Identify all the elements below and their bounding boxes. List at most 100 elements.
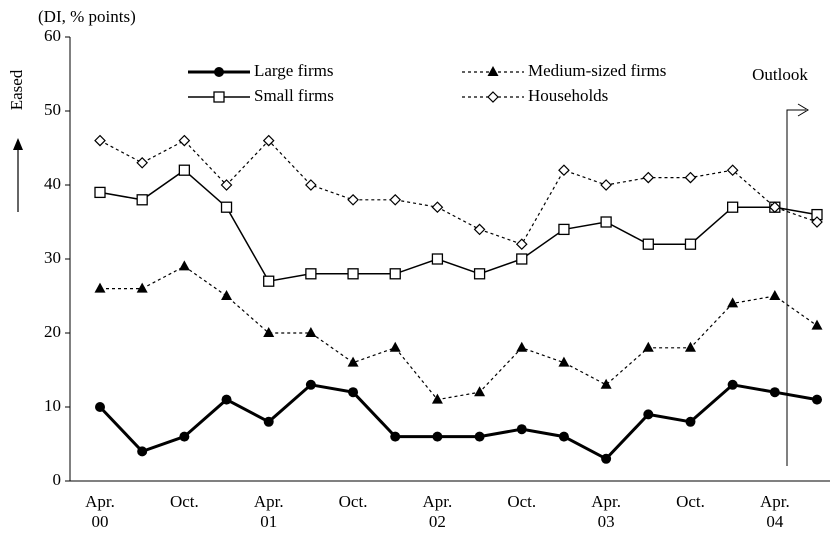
legend-marker — [487, 91, 499, 103]
x-tick-label: Apr. 04 — [760, 492, 790, 531]
marker — [487, 66, 499, 76]
marker — [220, 201, 233, 213]
marker — [516, 253, 528, 265]
marker — [263, 327, 275, 337]
marker — [137, 446, 148, 457]
x-tick-label: Apr. 03 — [591, 492, 621, 531]
marker — [811, 319, 823, 330]
marker — [136, 282, 148, 293]
legend-label: Medium-sized firms — [528, 61, 666, 80]
marker — [347, 193, 359, 206]
marker — [600, 378, 612, 389]
outlook-arrow-head — [797, 103, 809, 117]
marker — [515, 238, 528, 251]
marker — [768, 201, 781, 214]
marker — [487, 91, 499, 103]
legend-label: Households — [528, 86, 608, 105]
marker — [178, 134, 191, 147]
marker — [474, 431, 485, 442]
marker — [558, 223, 570, 236]
legend-marker — [214, 67, 224, 77]
side-label: Eased — [7, 69, 26, 110]
marker — [726, 201, 739, 213]
marker — [811, 216, 823, 228]
marker — [516, 341, 528, 352]
marker — [558, 356, 570, 367]
y-tick-label: 30 — [44, 248, 61, 267]
y-tick-label: 50 — [44, 100, 61, 119]
y-axis-label: (DI, % points) — [38, 7, 136, 26]
marker — [94, 134, 106, 147]
outlook-arrow — [786, 109, 806, 466]
series-line — [99, 169, 818, 283]
marker — [305, 268, 317, 280]
annotation: Outlook — [752, 65, 808, 84]
marker — [213, 91, 225, 103]
x-tick-label: Apr. 02 — [423, 492, 453, 531]
marker — [684, 341, 696, 352]
y-tick-label: 40 — [44, 174, 61, 193]
marker — [642, 171, 655, 184]
y-tick-label: 0 — [53, 470, 62, 489]
marker — [600, 179, 612, 191]
marker — [684, 171, 697, 184]
marker — [431, 201, 444, 214]
marker — [812, 394, 822, 405]
y-tick-label: 10 — [44, 396, 61, 415]
marker — [263, 416, 274, 427]
x-tick-label: Apr. 01 — [254, 492, 284, 531]
marker — [643, 409, 654, 420]
side-arrow-head — [13, 138, 23, 150]
marker — [136, 156, 149, 169]
marker — [347, 268, 359, 280]
marker — [305, 379, 316, 390]
marker — [221, 394, 232, 405]
marker — [431, 253, 444, 265]
marker — [642, 238, 654, 250]
marker — [347, 356, 359, 367]
marker — [348, 387, 359, 398]
x-tick-label: Oct. — [339, 492, 368, 511]
marker — [684, 238, 697, 250]
marker — [389, 341, 401, 352]
legend-marker — [213, 91, 225, 103]
marker — [389, 193, 402, 206]
x-tick-label: Oct. — [676, 492, 705, 511]
marker — [94, 186, 106, 199]
marker — [769, 290, 781, 300]
marker — [431, 393, 443, 404]
marker — [94, 282, 106, 293]
marker — [178, 164, 191, 176]
marker — [474, 386, 486, 397]
marker — [262, 134, 275, 147]
marker — [727, 379, 738, 390]
marker — [305, 327, 317, 337]
marker — [726, 164, 739, 177]
marker — [305, 179, 317, 191]
marker — [136, 194, 148, 206]
marker — [516, 424, 527, 435]
y-tick-label: 60 — [44, 26, 61, 45]
y-tick-label: 20 — [44, 322, 61, 341]
marker — [558, 431, 569, 442]
marker — [642, 341, 654, 352]
x-tick-label: Oct. — [507, 492, 536, 511]
legend-label: Large firms — [254, 61, 333, 80]
legend-marker — [487, 66, 499, 76]
series-line — [100, 265, 818, 401]
x-tick-label: Oct. — [170, 492, 199, 511]
legend-label: Small firms — [254, 86, 334, 105]
marker — [221, 290, 233, 300]
marker — [179, 431, 190, 442]
series-line — [99, 139, 818, 245]
marker — [389, 268, 401, 280]
marker — [769, 387, 780, 398]
marker — [473, 223, 486, 236]
marker — [178, 260, 190, 271]
marker — [220, 179, 233, 191]
marker — [263, 275, 275, 287]
marker — [432, 431, 443, 442]
marker — [600, 216, 612, 228]
marker — [727, 297, 739, 308]
